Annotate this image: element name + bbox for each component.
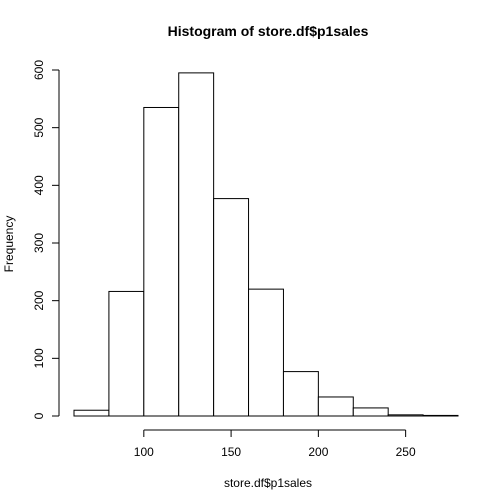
- y-tick-label: 600: [32, 60, 46, 80]
- x-tick-label: 150: [221, 445, 241, 459]
- histogram-bar-0: [73, 409, 110, 417]
- histogram-bar-5: [248, 288, 284, 417]
- y-tick-label: 300: [32, 233, 46, 253]
- histogram-bar-3: [178, 72, 215, 417]
- histogram-bar-7: [317, 396, 354, 417]
- y-tick-label: 500: [32, 117, 46, 137]
- x-axis: 100 150 200 250: [134, 429, 416, 459]
- y-tick-label: 0: [32, 412, 46, 419]
- x-tick-label: 100: [134, 445, 154, 459]
- y-axis: 0 100 200 300 400 500 600: [32, 60, 60, 419]
- histogram-bar-6: [282, 371, 319, 417]
- y-tick-label: 100: [32, 348, 46, 368]
- histogram-bar-10: [422, 414, 459, 417]
- y-axis-label: Frequency: [2, 216, 16, 273]
- bars-group: [73, 72, 459, 417]
- histogram-bar-1: [108, 290, 145, 417]
- histogram-bar-9: [387, 414, 424, 417]
- chart-title: Histogram of store.df$p1sales: [168, 23, 369, 39]
- x-tick-label: 200: [308, 445, 328, 459]
- histogram-bar-4: [213, 198, 250, 417]
- x-axis-label: store.df$p1sales: [224, 476, 312, 490]
- histogram-bar-2: [143, 106, 180, 417]
- y-tick-label: 400: [32, 175, 46, 195]
- y-tick-label: 200: [32, 290, 46, 310]
- histogram-bar-8: [352, 407, 389, 417]
- x-tick-label: 250: [396, 445, 416, 459]
